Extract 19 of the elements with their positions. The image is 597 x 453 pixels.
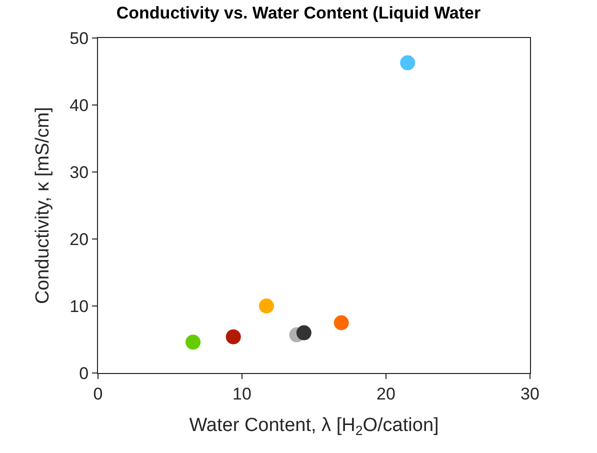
y-tick-label: 20: [70, 230, 89, 249]
y-tick-label: 10: [70, 296, 89, 316]
x-tick-label: 30: [520, 384, 540, 404]
x-tick-label: 10: [232, 384, 252, 404]
y-tick-label: 0: [79, 364, 89, 383]
x-tick-label: 20: [376, 384, 396, 404]
point: [296, 325, 312, 340]
x-axis-title: Water Content, λ [H$_{2}$O/cation]: [189, 415, 439, 438]
point: [400, 55, 416, 70]
point: [258, 298, 274, 314]
y-tick-label: 50: [70, 28, 89, 48]
point: [334, 315, 349, 330]
point: [226, 329, 241, 344]
x-tick-label: 0: [93, 384, 103, 404]
y-tick-label: 30: [70, 162, 89, 182]
point: [186, 334, 201, 350]
y-tick-label: 40: [70, 96, 89, 115]
y-axis-title: Conductivity, κ [mS/cm]: [32, 106, 54, 304]
chart-title: Conductivity vs. Water Content (Liquid Water: [116, 4, 482, 23]
